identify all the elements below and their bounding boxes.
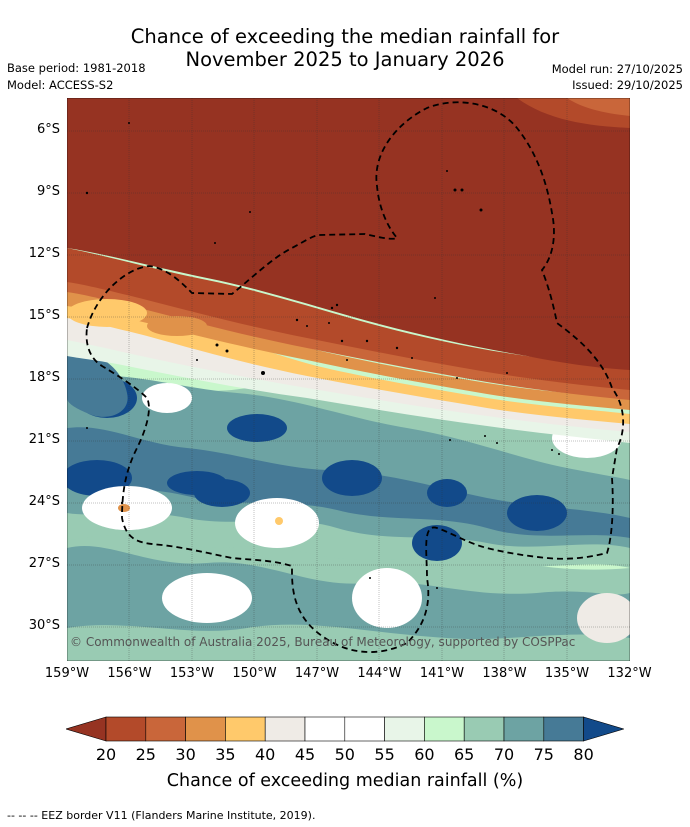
colorbar-segment [463,716,505,742]
blob-deep-7 [507,495,567,531]
patch-orange-west [67,299,147,327]
lon-label: 138°W [482,666,527,681]
colorbar-arrow-high [583,716,624,742]
lon-label: 153°W [169,666,215,681]
lon-label: 159°W [44,666,90,681]
lon-label: 156°W [107,666,152,681]
eez-legend: -- -- -- EEZ border V11 (Flanders Marine… [7,809,316,822]
blob-deep-5 [322,460,382,496]
colorbar-tick-label: 80 [573,745,594,764]
blob-deep-4 [227,414,287,442]
colorbar-title: Chance of exceeding median rainfall (%) [166,771,524,791]
rainfall-probability-map [67,98,630,661]
contour-band-35 [67,278,630,410]
lat-label: 6°S [36,122,60,137]
colorbar-segment [344,716,385,742]
colorbar-tick-label: 45 [294,745,316,764]
lon-label: 147°W [294,666,340,681]
patch-orange-small-2 [275,517,283,525]
lat-label: 12°S [28,246,60,261]
colorbar-segment [185,716,226,742]
patch-white-4 [352,568,422,628]
model-run-text: Model run: 27/10/2025 [551,62,683,76]
colorbar-tick-label: 30 [175,745,196,764]
colorbar-tick-label: 65 [454,745,475,764]
colorbar-tick-label: 50 [334,745,355,764]
contour-band-40 [67,288,630,424]
patch-white-3 [162,573,252,623]
lon-label: 135°W [544,666,590,681]
lat-label: 24°S [28,494,60,509]
colorbar-segment [503,716,545,742]
lon-label: 132°W [607,666,652,681]
lon-label: 144°W [357,666,402,681]
patch-white-7 [142,383,192,413]
colorbar-segment [105,716,147,742]
colorbar-tick-label: 35 [215,745,236,764]
lon-label: 150°W [232,666,277,681]
colorbar-tick-label: 70 [493,745,515,764]
colorbar-tick-label: 20 [95,745,117,764]
colorbar-segment [384,716,425,742]
lat-label: 15°S [28,308,60,323]
model-text: Model: ACCESS-S2 [7,78,114,92]
colorbar-segment [424,716,465,742]
blob-deep-3 [194,479,250,507]
patch-orange-small [118,504,130,512]
colorbar-segment [304,716,346,742]
colorbar-segment [543,716,584,742]
lat-label: 9°S [36,184,60,199]
lat-label: 21°S [28,432,60,447]
base-period-text: Base period: 1981-2018 [7,61,146,75]
colorbar-tick-label: 60 [414,745,435,764]
colorbar-tick-label: 40 [255,745,276,764]
colorbar-segment [225,716,266,742]
colorbar-tick-label: 55 [374,745,395,764]
map-title-line1: Chance of exceeding the median rainfall … [130,25,560,48]
contour-west-blue [67,352,128,417]
contour-band-30-ne [567,98,630,116]
colorbar-segment [264,716,306,742]
lat-label: 30°S [28,618,60,633]
islands [85,122,560,589]
lon-label: 141°W [419,666,465,681]
lat-label: 27°S [28,556,60,571]
copyright-text: © Commonwealth of Australia 2025, Bureau… [70,635,576,649]
contour-band-25 [67,248,630,390]
blob-deep-6 [427,479,467,507]
contour-band-20-north [67,98,630,370]
colorbar-segment [145,716,186,742]
map-title-line2: November 2025 to January 2026 [185,48,505,71]
eez-border [85,101,625,653]
issued-text: Issued: 29/10/2025 [572,78,683,92]
colorbar-tick-label: 75 [533,745,554,764]
patch-orange-west-2 [147,316,207,336]
lat-label: 18°S [28,370,60,385]
patch-white-6 [577,593,630,643]
colorbar-tick-label: 25 [135,745,156,764]
blob-deep-8 [412,525,462,561]
colorbar [66,716,624,742]
colorbar-arrow-low [66,716,107,742]
